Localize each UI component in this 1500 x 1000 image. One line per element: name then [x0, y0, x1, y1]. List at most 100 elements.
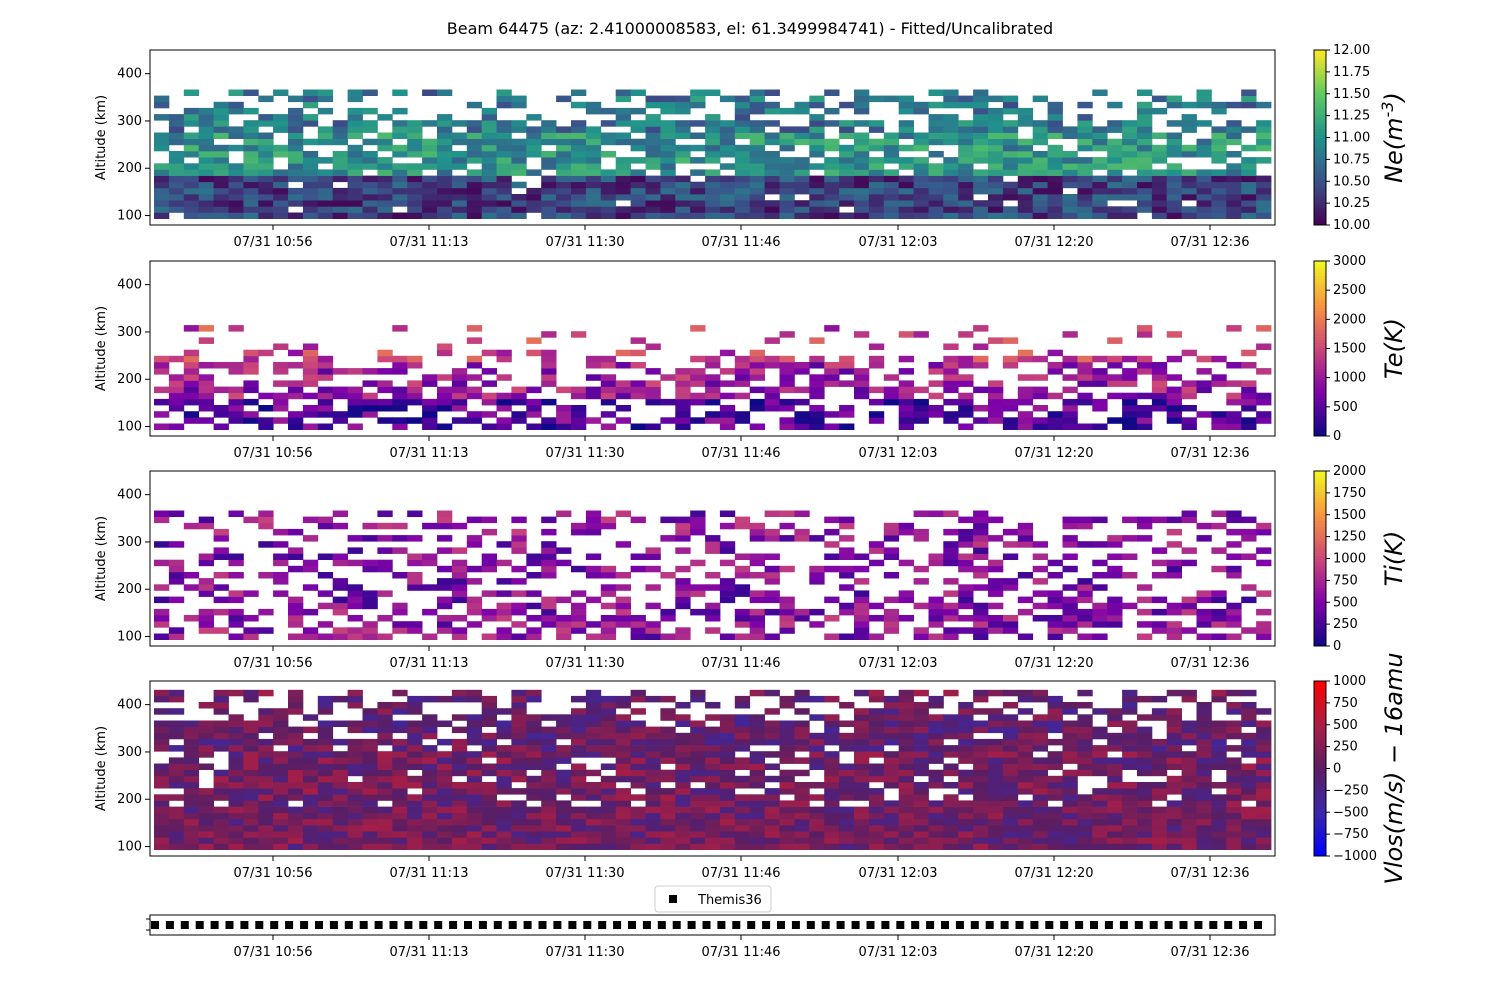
heatmap-cell [496, 212, 512, 219]
heatmap-cell [198, 825, 214, 832]
heatmap-cell [437, 602, 453, 610]
heatmap-cell [198, 522, 214, 530]
y-tick-label: 400 [117, 488, 142, 503]
heatmap-cell [809, 745, 825, 752]
heatmap-cell [898, 714, 914, 721]
heatmap-cell [317, 516, 334, 524]
heatmap-cell [913, 818, 929, 826]
heatmap-cell [511, 818, 527, 826]
heatmap-cell [1137, 157, 1153, 164]
heatmap-cell [1196, 535, 1212, 542]
heatmap-cell [1256, 800, 1272, 807]
heatmap-cell [1002, 584, 1019, 591]
heatmap-cell [600, 763, 617, 770]
colorbar-segment [1314, 316, 1326, 320]
heatmap-cell [437, 818, 453, 826]
heatmap-cell [1092, 200, 1108, 207]
colorbar-segment [1314, 360, 1326, 364]
colorbar-segment [1314, 538, 1326, 542]
heatmap-cell [228, 806, 244, 814]
heatmap-cell [1077, 157, 1093, 164]
heatmap-cell [288, 120, 304, 127]
heatmap-cell [913, 101, 929, 109]
heatmap-cell [392, 726, 408, 734]
heatmap-cell [362, 380, 378, 387]
heatmap-cell [868, 843, 885, 850]
heatmap-cell [1181, 405, 1197, 412]
heatmap-cell [1151, 181, 1168, 189]
heatmap-cell [958, 411, 974, 418]
heatmap-cell [898, 695, 914, 703]
heatmap-cell [481, 843, 497, 850]
heatmap-cell [183, 751, 200, 758]
heatmap-cell [749, 806, 765, 814]
colorbar-segment [1314, 383, 1326, 387]
heatmap-cell [1226, 708, 1242, 715]
colorbar-segment [1314, 587, 1326, 592]
heatmap-cell [943, 362, 959, 369]
heatmap-cell [377, 169, 393, 176]
heatmap-cell [154, 101, 170, 109]
heatmap-cell [764, 120, 780, 127]
heatmap-cell [854, 745, 870, 752]
heatmap-cell [585, 187, 602, 195]
heatmap-cell [690, 757, 706, 764]
heatmap-cell [1211, 107, 1227, 115]
heatmap-cell [1226, 633, 1242, 640]
heatmap-cell [839, 151, 855, 158]
heatmap-cell [764, 726, 780, 734]
heatmap-cell [675, 547, 691, 554]
heatmap-cell [928, 732, 944, 740]
heatmap-cell [705, 362, 721, 369]
heatmap-cell [243, 726, 259, 734]
heatmap-cell [1107, 206, 1123, 213]
heatmap-cell [973, 528, 989, 536]
heatmap-cell [422, 720, 438, 727]
heatmap-cell [437, 788, 453, 795]
heatmap-cell [958, 708, 974, 715]
colorbar-tick-label: 1250 [1333, 530, 1366, 545]
heatmap-cell [928, 621, 944, 628]
heatmap-cell [690, 794, 706, 801]
heatmap-cell [973, 738, 989, 746]
heatmap-cell [913, 138, 929, 146]
heatmap-cell [541, 800, 557, 807]
heatmap-cell [496, 374, 512, 381]
heatmap-cell [809, 565, 825, 573]
heatmap-cell [407, 355, 423, 363]
heatmap-cell [392, 325, 408, 332]
heatmap-cell [1047, 362, 1063, 369]
heatmap-cell [511, 708, 527, 715]
heatmap-cell [824, 695, 840, 703]
heatmap-cell [437, 169, 453, 176]
heatmap-cell [288, 200, 304, 207]
heatmap-cell [511, 751, 527, 758]
heatmap-cell [1166, 175, 1182, 183]
heatmap-cell [1002, 405, 1019, 412]
heatmap-cell [779, 812, 795, 820]
heatmap-cell [571, 788, 587, 795]
colorbar-segment [1314, 561, 1326, 565]
heatmap-cell [898, 708, 914, 715]
heatmap-cell [854, 89, 870, 96]
heatmap-cell [749, 528, 765, 536]
heatmap-cell [1181, 689, 1197, 697]
heatmap-cell [705, 831, 721, 838]
heatmap-cell [883, 200, 900, 207]
heatmap-cell [824, 120, 840, 127]
heatmap-cell [630, 362, 646, 369]
heatmap-cell [883, 831, 900, 838]
heatmap-cell [213, 126, 229, 133]
heatmap-cell [1151, 200, 1168, 207]
heatmap-cell [973, 417, 989, 424]
heatmap-cell [1151, 806, 1168, 814]
heatmap-cell [466, 541, 483, 548]
heatmap-cell [645, 187, 661, 195]
heatmap-cell [615, 818, 631, 826]
heatmap-cell [496, 788, 512, 795]
heatmap-cell [794, 788, 810, 795]
colorbar-segment [1314, 175, 1326, 179]
heatmap-cell [1107, 572, 1123, 579]
heatmap-cell [600, 411, 617, 418]
